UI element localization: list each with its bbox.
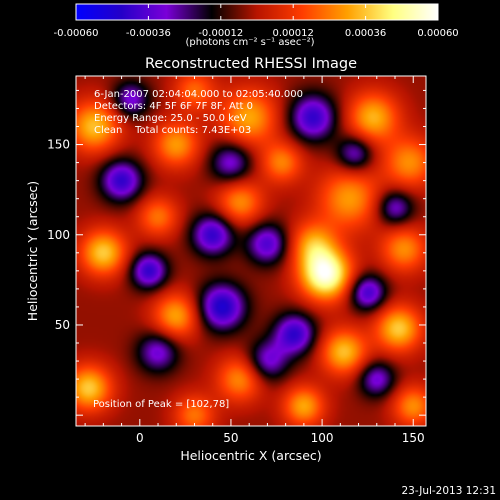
y-axis-tick-labels: 50 100 150: [47, 138, 70, 332]
x-axis-ticks: [84, 76, 414, 426]
footer-date: 23-Jul-2013 12:31: [401, 485, 496, 497]
y-axis-ticks: [76, 89, 426, 416]
heatmap-area: [76, 76, 426, 426]
annotation-peak-position: Position of Peak = [102,78]: [93, 399, 229, 410]
y-tick-label: 100: [47, 228, 70, 242]
colorbar-tick-label: -0.00012: [198, 28, 243, 39]
colorbar: -0.00060 -0.00036 -0.00012 0.00012 0.00036 0.…: [54, 3, 459, 39]
colorbar-ticks: [75, 4, 439, 20]
x-tick-label: 0: [136, 431, 144, 445]
annotations: 6-Jan-2007 02:04:04.000 to 02:05:40.000 …: [93, 89, 303, 410]
annotation-clean: Clean Total counts: 7.43E+03: [94, 125, 251, 136]
colorbar-tick-labels: -0.00060 -0.00036 -0.00012 0.00012 0.00036 0.…: [54, 28, 459, 39]
x-tick-label: 50: [223, 431, 238, 445]
x-axis-tick-labels: 0 50 100 150: [136, 431, 425, 445]
colorbar-tick-label: 0.00012: [273, 28, 314, 39]
y-tick-label: 50: [55, 318, 70, 332]
x-tick-label: 100: [311, 431, 334, 445]
y-tick-label: 150: [47, 138, 70, 152]
colorbar-gradient: [75, 3, 439, 21]
colorbar-tick-label: -0.00060: [54, 28, 99, 39]
heatmap-image: [76, 76, 426, 426]
plot-frame: [75, 75, 427, 427]
x-axis-label: Heliocentric X (arcsec): [180, 448, 321, 463]
colorbar-unit-label: (photons cm⁻² s⁻¹ asec⁻²): [185, 37, 315, 48]
annotation-detectors: Detectors: 4F 5F 6F 7F 8F, Att 0: [94, 101, 253, 112]
x-tick-label: 150: [402, 431, 425, 445]
chart-title: Reconstructed RHESSI Image: [145, 56, 357, 72]
annotation-time-range: 6-Jan-2007 02:04:04.000 to 02:05:40.000: [94, 89, 303, 100]
annotation-energy-range: Energy Range: 25.0 - 50.0 keV: [94, 113, 247, 124]
y-axis-label: Heliocentric Y (arcsec): [25, 181, 40, 321]
colorbar-tick-label: 0.00036: [345, 28, 386, 39]
colorbar-tick-label: -0.00036: [126, 28, 171, 39]
colorbar-tick-label: 0.00060: [417, 28, 458, 39]
